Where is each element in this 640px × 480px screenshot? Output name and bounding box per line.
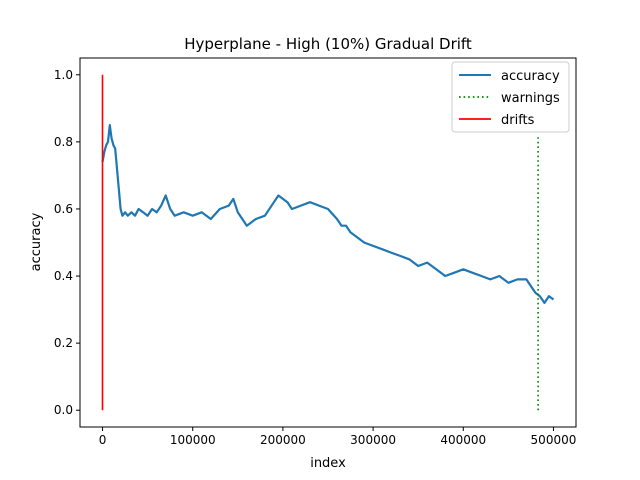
y-tick-label: 0.6 <box>54 202 73 216</box>
x-tick-label: 200000 <box>260 433 306 447</box>
legend-drifts-label: drifts <box>501 113 535 128</box>
x-tick-label: 300000 <box>350 433 396 447</box>
y-tick-label: 0.0 <box>54 403 73 417</box>
x-tick-label: 0 <box>99 433 107 447</box>
y-tick-label: 0.2 <box>54 336 73 350</box>
legend-box <box>451 61 570 133</box>
x-tick-label: 400000 <box>440 433 486 447</box>
x-axis-label: index <box>310 456 346 471</box>
series-line-accuracy <box>101 123 555 304</box>
x-tick-label: 100000 <box>170 433 216 447</box>
y-tick-label: 0.8 <box>54 135 73 149</box>
legend-warnings-label: warnings <box>501 91 560 106</box>
y-axis-label: accuracy <box>29 212 44 271</box>
plot-area <box>101 74 555 411</box>
y-tick-label: 0.4 <box>54 269 73 283</box>
x-tick-label: 500000 <box>531 433 577 447</box>
legend: accuracy warnings drifts <box>451 61 570 133</box>
y-tick-label: 1.0 <box>54 68 73 82</box>
chart-title: Hyperplane - High (10%) Gradual Drift <box>184 35 472 53</box>
legend-accuracy-label: accuracy <box>501 69 560 84</box>
axes-frame <box>79 57 577 428</box>
axes: 0 100000 200000 300000 400000 500000 0.0 0.2 0.4… <box>54 57 577 447</box>
